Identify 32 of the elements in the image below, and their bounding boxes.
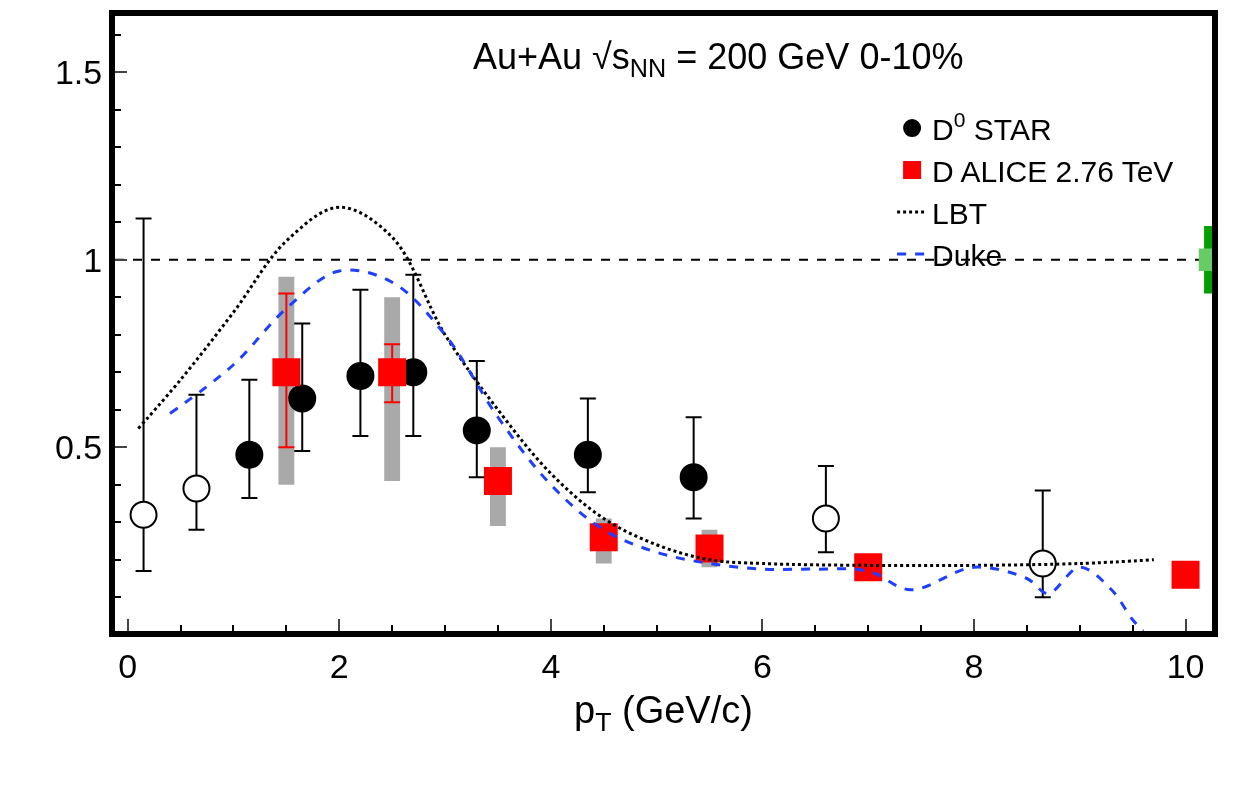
point [182,474,211,503]
point [811,504,840,533]
x-tick-label: 6 [752,646,772,685]
point [462,416,491,445]
x-tick-label: 10 [1166,646,1205,685]
point [1171,560,1200,589]
legend-label: LBT [932,196,988,230]
y-tick-label: 1 [83,240,103,279]
x-tick-label: 4 [541,646,561,685]
y-tick-label: 1.5 [54,53,103,92]
x-tick-label: 8 [964,646,984,685]
point [483,467,512,495]
x-tick-label: 2 [329,646,349,685]
legend-label: D ALICE 2.76 TeV [932,154,1174,188]
point [129,500,158,529]
text: Au+Au √s$_{NN}$ = 200 GeV 0-10% [473,36,964,82]
x-axis-title: p$_{T}$ (GeV/c) [574,689,753,738]
point [235,440,264,469]
point [378,358,407,387]
point [288,384,317,413]
y-tick-label: 0.5 [54,428,103,467]
legend-label: Duke [932,238,1003,272]
point [573,440,602,469]
point [679,463,708,492]
point [589,523,618,552]
point [695,534,724,563]
x-tick-label: 0 [118,646,138,685]
point [1028,549,1057,578]
point [272,358,301,387]
point [346,362,375,390]
legend-label: D$^{0}$ STAR [932,108,1052,146]
line-series [168,268,1145,631]
